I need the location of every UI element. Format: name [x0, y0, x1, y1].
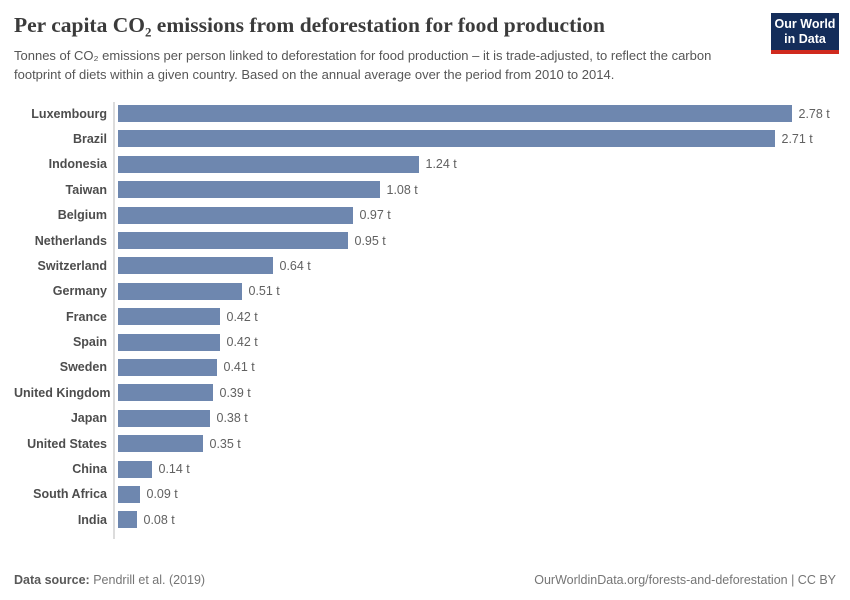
owid-logo-line1: Our World [774, 16, 836, 31]
chart-row: Indonesia 1.24 t [14, 152, 838, 177]
value-label: 0.64 t [279, 258, 311, 273]
value-label: 1.08 t [386, 182, 418, 197]
chart-row: Taiwan 1.08 t [14, 177, 838, 202]
bar [117, 155, 419, 173]
country-label: Taiwan [65, 182, 107, 197]
bar [117, 308, 220, 326]
value-label: 2.78 t [798, 106, 830, 121]
value-label: 2.71 t [781, 131, 813, 146]
chart-row: Switzerland 0.64 t [14, 253, 838, 278]
bar [117, 409, 210, 427]
country-label: Sweden [59, 360, 107, 375]
bar [117, 206, 353, 224]
chart-row: Sweden 0.41 t [14, 355, 838, 380]
country-label: United States [27, 436, 107, 451]
y-axis-line [113, 101, 115, 539]
bar [117, 435, 203, 453]
bar [117, 460, 152, 478]
value-label: 1.24 t [425, 157, 457, 172]
country-label: South Africa [33, 487, 107, 502]
chart-title: Per capita CO₂ emissions from deforestat… [14, 13, 605, 37]
value-label: 0.09 t [146, 487, 178, 502]
data-source-value: Pendrill et al. (2019) [89, 573, 206, 587]
value-label: 0.39 t [219, 385, 251, 400]
bar [117, 130, 775, 148]
owid-logo-line2: in Data [784, 31, 826, 46]
chart-row: Japan 0.38 t [14, 406, 838, 431]
country-label: Luxembourg [31, 106, 107, 121]
bar [117, 384, 213, 402]
value-label: 0.14 t [158, 462, 190, 477]
chart-row: India 0.08 t [14, 507, 838, 532]
bar [117, 485, 140, 503]
value-label: 0.42 t [226, 309, 258, 324]
chart-row: Netherlands 0.95 t [14, 228, 838, 253]
chart-row: China 0.14 t [14, 456, 838, 481]
data-source-label: Data source: [14, 573, 90, 587]
value-label: 0.97 t [359, 208, 391, 223]
bar [117, 358, 217, 376]
bar [117, 232, 348, 250]
bar [117, 257, 273, 275]
chart-row: Luxembourg 2.78 t [14, 101, 838, 126]
country-label: Belgium [57, 208, 107, 223]
owid-url-link[interactable]: OurWorldinData.org/forests-and-deforesta… [534, 573, 836, 587]
country-label: China [72, 462, 107, 477]
value-label: 0.95 t [354, 233, 386, 248]
bar [117, 181, 380, 199]
bar [117, 511, 137, 529]
country-label: Brazil [72, 131, 107, 146]
chart: Luxembourg 2.78 t Brazil 2.71 t Indonesia 1.2… [14, 101, 838, 539]
country-label: Netherlands [34, 233, 107, 248]
country-label: Germany [52, 284, 107, 299]
chart-row: Germany 0.51 t [14, 279, 838, 304]
country-label: United Kingdom [14, 385, 111, 400]
value-label: 0.41 t [223, 360, 255, 375]
chart-row: South Africa 0.09 t [14, 482, 838, 507]
country-label: India [77, 512, 107, 527]
country-label: Indonesia [48, 157, 107, 172]
owid-logo[interactable]: Our World in Data [771, 13, 839, 54]
value-label: 0.35 t [209, 436, 241, 451]
value-label: 0.08 t [143, 512, 175, 527]
chart-row: Brazil 2.71 t [14, 126, 838, 151]
country-label: Spain [72, 335, 107, 350]
value-label: 0.51 t [248, 284, 280, 299]
chart-row: Belgium 0.97 t [14, 202, 838, 227]
chart-row: France 0.42 t [14, 304, 838, 329]
bar [117, 105, 792, 123]
chart-row: Spain 0.42 t [14, 329, 838, 354]
data-source: Data source: Pendrill et al. (2019) [14, 573, 205, 587]
chart-subtitle: Tonnes of CO₂ emissions per person linke… [14, 47, 712, 83]
bar [117, 282, 242, 300]
chart-row: United States 0.35 t [14, 431, 838, 456]
bar [117, 333, 220, 351]
country-label: France [66, 309, 107, 324]
chart-row: United Kingdom 0.39 t [14, 380, 838, 405]
value-label: 0.42 t [226, 335, 258, 350]
country-label: Switzerland [37, 258, 107, 273]
chart-header: Per capita CO₂ emissions from deforestat… [0, 0, 850, 85]
country-label: Japan [70, 411, 107, 426]
value-label: 0.38 t [216, 411, 248, 426]
chart-footer: Data source: Pendrill et al. (2019) OurW… [14, 573, 836, 587]
